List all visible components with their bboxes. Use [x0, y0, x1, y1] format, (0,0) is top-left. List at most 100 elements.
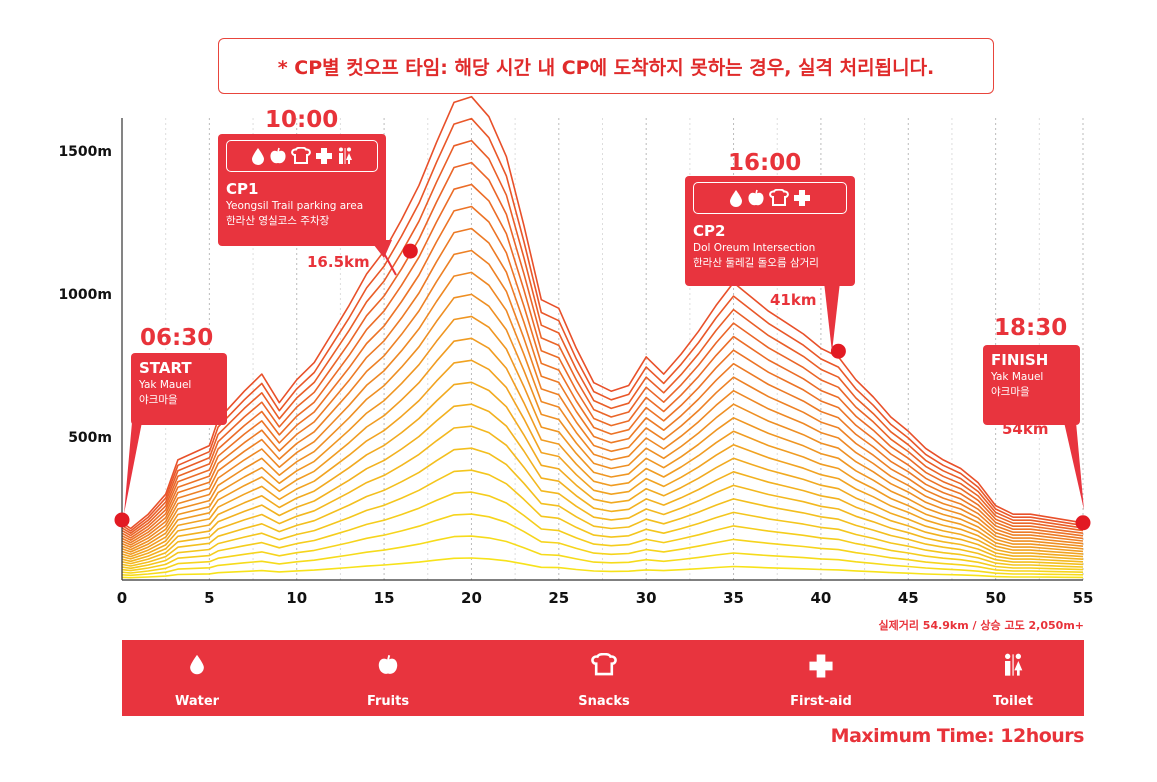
cp2-title: CP2 [693, 222, 726, 240]
elevation-contour-line [121, 227, 1084, 544]
x-tick-label: 5 [204, 589, 214, 607]
elevation-contour-line [121, 469, 1084, 570]
elevation-chart: 500m 1000m 1500m 0 5 10 15 20 25 30 35 40 45 50 55 [58, 95, 1093, 607]
start-name-en: Yak Mauel [139, 379, 192, 391]
water-icon [252, 148, 264, 165]
finish-info-box: FINISH Yak Mauel 야크마을 [983, 345, 1080, 425]
cp1-time: 10:00 [265, 107, 339, 133]
cp2-info-box: CP2 Dol Oreum Intersection 한라산 둘레길 돌오름 삼… [685, 176, 855, 286]
elevation-contour-line [121, 117, 1084, 532]
legend-fruits: Fruits [333, 640, 443, 716]
x-tick-label: 0 [117, 589, 127, 607]
elevation-contour-line [121, 139, 1084, 535]
cp2-pointer-tip [824, 282, 840, 352]
start-time: 06:30 [140, 325, 214, 351]
toilet-icon [1005, 653, 1023, 676]
cp1-name-ko: 한라산 영실코스 주차장 [226, 215, 330, 227]
legend-toilet-label: Toilet [992, 694, 1033, 709]
x-tick-label: 10 [286, 589, 307, 607]
water-icon [190, 654, 204, 675]
x-tick-label: 30 [636, 589, 657, 607]
cp2-time: 16:00 [728, 150, 802, 176]
legend-toilet: Toilet [958, 640, 1068, 716]
y-tick-label: 1500m [58, 144, 112, 160]
cp1-distance: 16.5km [307, 253, 370, 271]
maximum-time: Maximum Time: 12hours [830, 725, 1085, 747]
elevation-contour-line [121, 403, 1084, 563]
start-name-ko: 야크마을 [139, 394, 178, 406]
elevation-contour-line [121, 535, 1084, 577]
legend-snacks: Snacks [549, 640, 659, 716]
x-tick-label: 40 [810, 589, 831, 607]
finish-name-en: Yak Mauel [991, 371, 1044, 383]
cutoff-notice: * CP별 컷오프 타임: 해당 시간 내 CP에 도착하지 못하는 경우, 실… [218, 38, 994, 94]
finish-name-ko: 야크마을 [991, 386, 1030, 398]
elevation-contour-line [121, 315, 1084, 553]
first-aid-icon [809, 654, 833, 678]
water-icon [730, 190, 742, 207]
x-tick-label: 35 [723, 589, 744, 607]
elevation-contour-line [121, 95, 1084, 530]
x-tick-label: 15 [374, 589, 395, 607]
x-tick-label: 25 [548, 589, 569, 607]
first-aid-icon [316, 148, 332, 164]
fruits-icon [378, 654, 398, 674]
cp2-distance: 41km [770, 291, 817, 309]
snacks-icon [291, 147, 311, 164]
checkpoint-markers [114, 243, 1091, 531]
start-pointer-tip [124, 422, 142, 514]
x-tick-label: 55 [1073, 589, 1094, 607]
x-tick-label: 50 [985, 589, 1006, 607]
elevation-contour-line [121, 271, 1084, 549]
service-legend-bar: Water Fruits Snacks First-aid Toilet [122, 640, 1084, 716]
elevation-contour-line [121, 183, 1084, 539]
elevation-contour-line [121, 249, 1084, 546]
fruits-icon [748, 189, 764, 206]
elevation-contour-line [121, 359, 1084, 558]
x-tick-label: 20 [461, 589, 482, 607]
finish-pointer-tip [1064, 422, 1084, 510]
first-aid-icon [794, 190, 810, 206]
elevation-contour-line [121, 293, 1084, 551]
legend-water-label: Water [174, 694, 220, 709]
start-title: START [139, 359, 192, 377]
elevation-contour-line [121, 337, 1084, 556]
legend-first-aid-label: First-aid [790, 694, 852, 709]
fruits-icon [270, 147, 286, 164]
cp1-title: CP1 [226, 180, 259, 198]
cp2-service-icons [693, 182, 847, 214]
start-info-box: START Yak Mauel 야크마을 [131, 353, 227, 425]
elevation-contour-line [121, 205, 1084, 542]
y-tick-label: 1000m [58, 287, 112, 303]
toilet-icon [339, 147, 352, 164]
cp1-info-box: CP1 Yeongsil Trail parking area 한라산 영실코스… [218, 134, 386, 246]
cp1-service-icons [226, 140, 378, 172]
elevation-contour-line [121, 513, 1084, 574]
snacks-icon [591, 653, 617, 676]
checkpoint-dot-cp2 [830, 343, 846, 359]
checkpoint-dot-start [114, 512, 130, 528]
elevation-contours [121, 95, 1084, 579]
cp2-name-en: Dol Oreum Intersection [693, 242, 816, 254]
y-tick-label: 500m [68, 430, 112, 446]
axes: 500m 1000m 1500m 0 5 10 15 20 25 30 35 40 45 50 55 [58, 118, 1093, 607]
cp1-name-en: Yeongsil Trail parking area [226, 200, 364, 212]
elevation-contour-line [121, 381, 1084, 560]
elevation-contour-line [121, 425, 1084, 565]
elevation-contour-line [121, 557, 1084, 579]
x-tick-label: 45 [898, 589, 919, 607]
distance-elevation-note: 실제거리 54.9km / 상승 고도 2,050m+ [878, 619, 1084, 632]
elevation-contour-line [121, 447, 1084, 567]
elevation-contour-line [121, 161, 1084, 537]
snacks-icon [769, 189, 789, 206]
cp2-name-ko: 한라산 둘레길 돌오름 삼거리 [693, 257, 819, 269]
finish-distance: 54km [1002, 420, 1049, 438]
checkpoint-dot-cp1 [402, 243, 418, 259]
checkpoint-dot-finish [1075, 515, 1091, 531]
legend-first-aid: First-aid [766, 640, 876, 716]
elevation-contour-line [121, 491, 1084, 572]
legend-fruits-label: Fruits [366, 694, 410, 709]
legend-snacks-label: Snacks [578, 694, 630, 709]
legend-water: Water [142, 640, 252, 716]
finish-title: FINISH [991, 351, 1049, 369]
